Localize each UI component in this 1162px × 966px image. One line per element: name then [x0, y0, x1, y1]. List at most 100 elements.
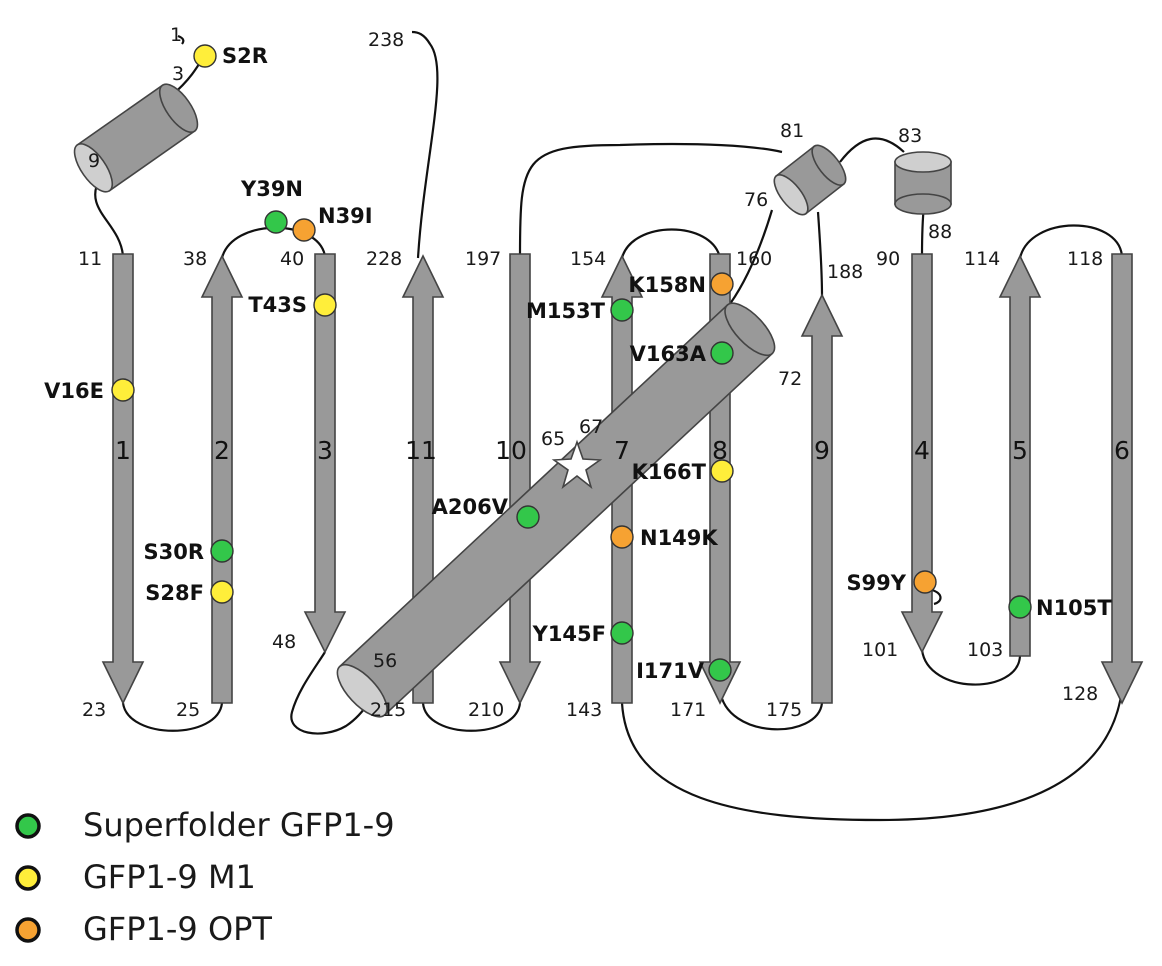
residue-number: 65	[541, 428, 565, 450]
residue-number: 3	[172, 63, 184, 85]
mutation-label: V163A	[630, 342, 707, 366]
mutation-dot	[210, 539, 234, 563]
strand-label: 11	[405, 436, 437, 465]
mutation-marker: N39I	[292, 204, 373, 242]
residue-number: 210	[468, 699, 504, 721]
residue-number: 171	[670, 699, 706, 721]
loop-228-238	[411, 30, 439, 259]
residue-number: 56	[373, 650, 397, 672]
mutation-marker: I171V	[636, 658, 732, 683]
mutation-dot	[610, 525, 634, 549]
strand-3	[303, 253, 347, 654]
strand-9	[800, 293, 844, 704]
residue-number: 48	[272, 631, 296, 653]
loop-76-188	[816, 211, 824, 297]
residue-number: 25	[176, 699, 200, 721]
mutation-dot	[610, 621, 634, 645]
residue-number: 9	[88, 150, 100, 172]
central-helix	[336, 302, 776, 718]
mutation-marker: A206V	[432, 495, 540, 529]
chromophore-star-icon	[551, 439, 603, 490]
mutation-marker: S28F	[145, 580, 234, 605]
mutation-label: S2R	[222, 44, 268, 68]
mutation-marker: T43S	[248, 293, 337, 317]
residue-number: 1	[170, 24, 182, 46]
legend-dot	[15, 865, 41, 891]
loop-s99y-tail	[931, 588, 942, 606]
mutation-label: N39I	[318, 204, 373, 228]
legend-item: Superfolder GFP1-9	[15, 806, 395, 844]
strand-label: 5	[1012, 436, 1028, 465]
residue-number: 101	[862, 639, 898, 661]
mutation-marker: Y145F	[532, 621, 634, 646]
mutation-dot	[710, 459, 734, 483]
residue-number: 67	[579, 416, 603, 438]
residue-number: 103	[967, 639, 1003, 661]
mutation-label: N149K	[640, 526, 718, 550]
mutation-label: Y145F	[532, 622, 606, 646]
residue-number: 40	[280, 248, 304, 270]
residue-number: 118	[1067, 248, 1103, 270]
mutation-marker: M153T	[526, 298, 634, 323]
strand-label: 6	[1114, 436, 1130, 465]
mutation-marker: S99Y	[846, 570, 937, 595]
mutation-label: S30R	[143, 540, 204, 564]
residue-number: 228	[366, 248, 402, 270]
mutation-marker: N149K	[610, 525, 718, 550]
mutation-label: M153T	[526, 299, 606, 323]
residue-number: 72	[778, 368, 802, 390]
mutation-marker: S2R	[193, 44, 268, 68]
mutation-marker: V163A	[630, 341, 734, 366]
residue-number: 88	[928, 221, 952, 243]
residue-labels: 1 3 9 11 23 25 38 40 48 56 65 67 72 76 8…	[78, 24, 1103, 721]
loop-154-160	[620, 228, 722, 259]
mutation-dot	[292, 218, 316, 242]
mutation-marker: S30R	[143, 539, 234, 564]
mutation-dot	[264, 210, 288, 234]
mutation-label: S28F	[145, 581, 204, 605]
loop-143-128	[620, 689, 1124, 822]
residue-number: 160	[736, 248, 772, 270]
strand-label: 1	[115, 436, 131, 465]
mutations: S2R Y39N N39I T43S V16E S30R S28F A206V	[44, 44, 1112, 683]
loop-23-25	[121, 702, 224, 732]
residue-number: 143	[566, 699, 602, 721]
legend-dot	[15, 813, 41, 839]
strand-5	[998, 254, 1042, 657]
legend-dot	[15, 917, 41, 943]
mutation-dot	[111, 378, 135, 402]
loop-1-3	[177, 34, 185, 45]
strand-label: 3	[317, 436, 333, 465]
mutation-dot	[610, 298, 634, 322]
helix-3-9	[73, 83, 199, 193]
mutation-label: A206V	[432, 495, 509, 519]
residue-number: 76	[744, 189, 768, 211]
mutation-marker: V16E	[44, 378, 135, 403]
mutation-label: N105T	[1036, 596, 1112, 620]
strand-1	[101, 253, 145, 705]
strand-labels: 1 2 3 11 10 7 8 9 4 5 6	[115, 436, 1130, 465]
strand-label: 8	[712, 436, 728, 465]
loop-81-83	[839, 137, 905, 163]
residue-number: 188	[827, 261, 863, 283]
mutation-dot	[193, 44, 217, 68]
loop-197-76	[518, 142, 783, 257]
loop-114-118	[1018, 224, 1124, 259]
residue-number: 128	[1062, 683, 1098, 705]
residue-number: 23	[82, 699, 106, 721]
residue-number: 175	[766, 699, 802, 721]
mutation-dot	[313, 293, 337, 317]
legend: Superfolder GFP1-9 GFP1-9 M1 GFP1-9 OPT	[15, 806, 395, 948]
mutation-label: I171V	[636, 659, 705, 683]
strand-6	[1100, 253, 1144, 705]
residue-number: 154	[570, 248, 606, 270]
mutation-dot	[708, 658, 732, 682]
mutation-label: V16E	[44, 379, 104, 403]
mutation-marker: Y39N	[240, 177, 303, 234]
mutation-marker: K166T	[632, 459, 734, 484]
legend-item: GFP1-9 OPT	[15, 910, 272, 948]
residue-number: 38	[183, 248, 207, 270]
residue-number: 90	[876, 248, 900, 270]
mutation-label: T43S	[248, 293, 307, 317]
